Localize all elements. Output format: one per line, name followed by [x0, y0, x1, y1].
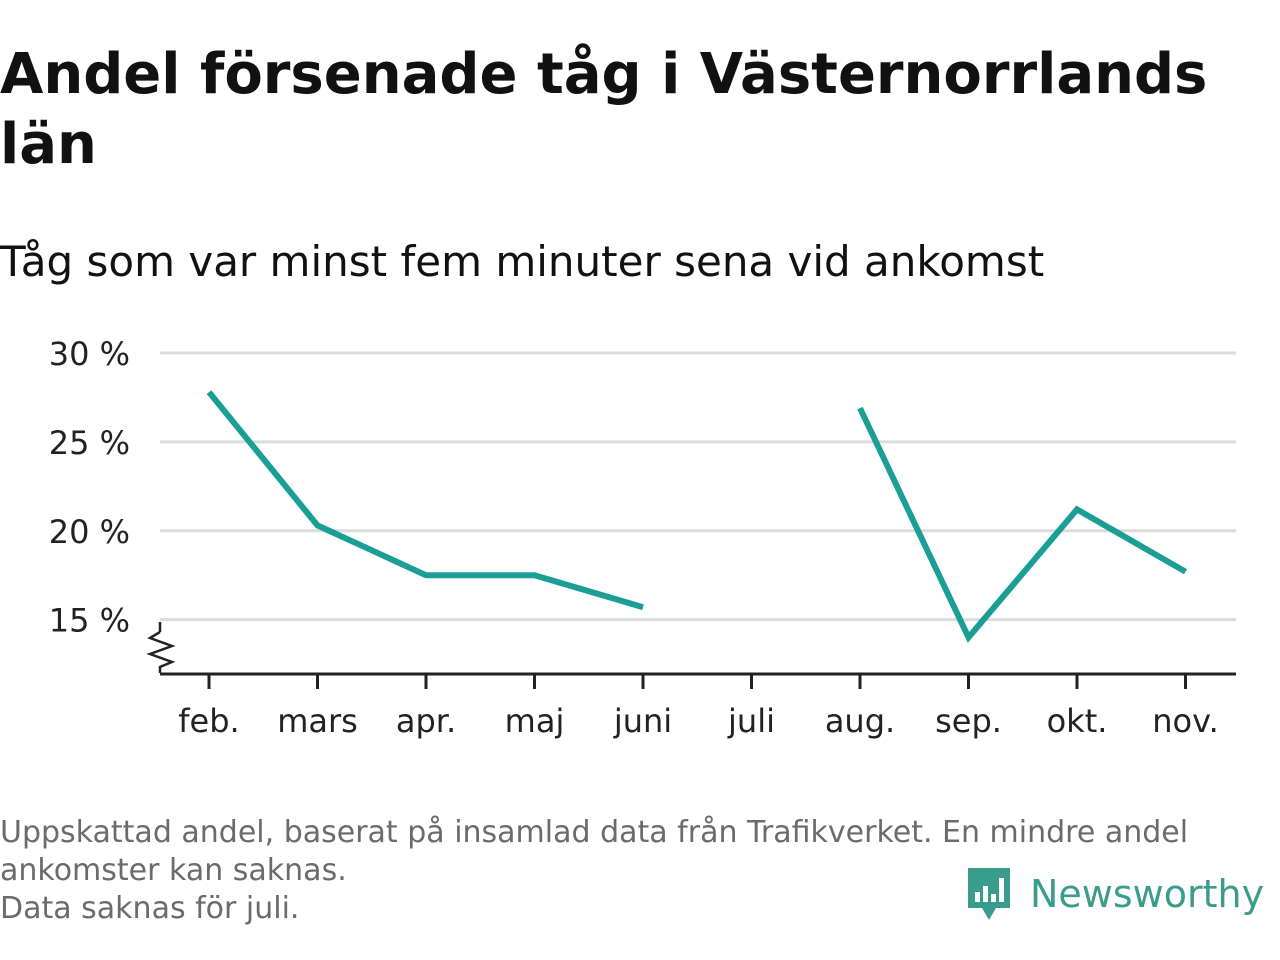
x-tick-label: aug. [825, 702, 895, 740]
y-tick-label: 15 % [49, 602, 130, 640]
y-tick-label: 20 % [49, 513, 130, 551]
x-tick-label: sep. [935, 702, 1002, 740]
gridlines [160, 351, 1236, 622]
x-tick-label: juni [613, 702, 672, 740]
footnote-line-3: Data saknas för juli. [0, 891, 300, 926]
y-axis-ticks: 15 % 20 % 25 % 30 % [49, 335, 130, 640]
x-tick-label: feb. [178, 702, 239, 740]
x-tick-label: nov. [1152, 702, 1218, 740]
axis-break-zigzag [146, 630, 176, 673]
x-tick-label: juli [727, 702, 775, 740]
line-chart: 15 % 20 % 25 % 30 % feb. mars apr. maj juni juli… [49, 335, 1236, 740]
series-lines [206, 390, 1187, 643]
x-tick-label: mars [277, 702, 358, 740]
x-tick-label: apr. [396, 702, 456, 740]
newsworthy-logo-icon [968, 868, 1010, 920]
footnote: Uppskattad andel, baserat på insamlad da… [0, 814, 1270, 928]
y-tick-label: 25 % [49, 424, 130, 462]
y-tick-label: 30 % [49, 335, 130, 373]
footnote-line-1: Uppskattad andel, baserat på insamlad da… [0, 815, 1189, 850]
footnote-line-2: ankomster kan saknas. [0, 853, 347, 888]
series-line-segment [206, 390, 644, 611]
chart-subtitle: Tåg som var minst fem minuter sena vid a… [0, 237, 1045, 286]
brand: Newsworthy [964, 864, 1264, 924]
chart-title: Andel försenade tåg i Västernorrlands lä… [0, 42, 1208, 177]
x-tick-label: maj [505, 702, 565, 740]
x-axis [146, 622, 1236, 676]
series-line-segment [857, 406, 1187, 643]
x-tick-label: okt. [1047, 702, 1108, 740]
brand-name: Newsworthy [1030, 872, 1265, 916]
x-axis-ticks: feb. mars apr. maj juni juli aug. sep. okt. nov. [178, 674, 1219, 740]
